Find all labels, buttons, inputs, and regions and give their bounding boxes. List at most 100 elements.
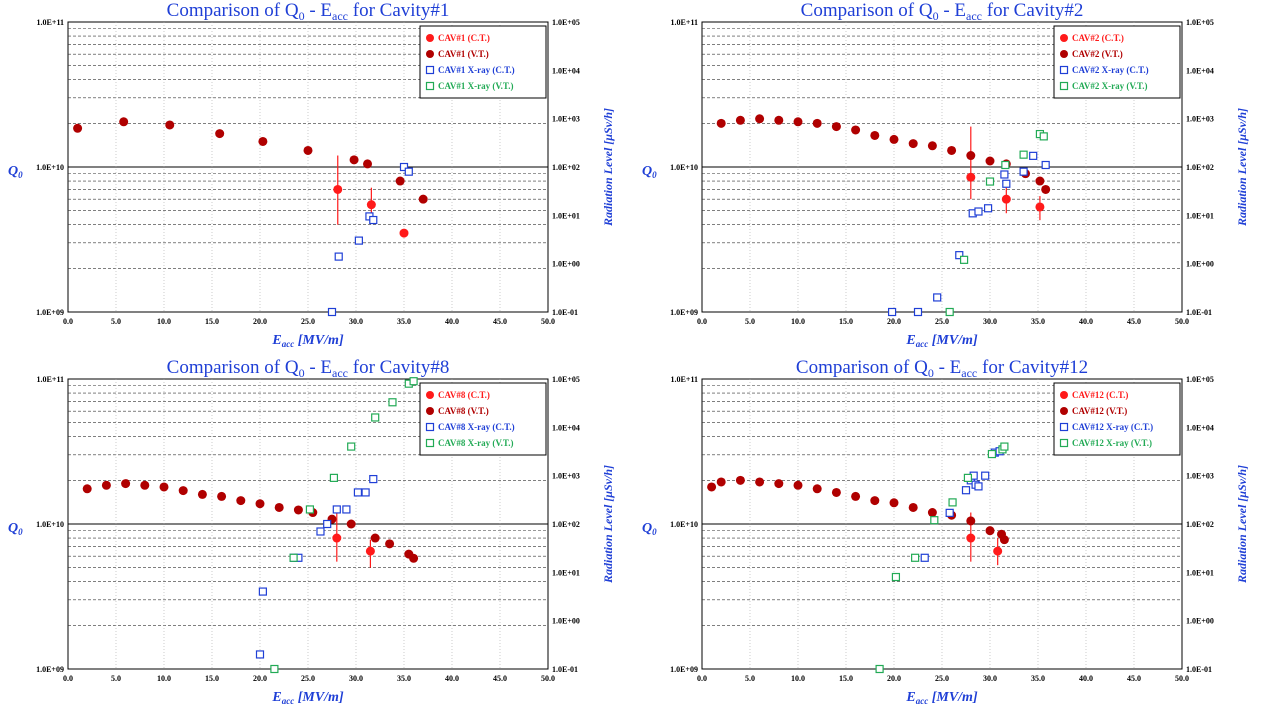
series-1-point: [215, 129, 225, 139]
x-tick-label: 25.0: [935, 674, 949, 683]
series-1-point: [889, 134, 899, 144]
legend-marker: [1060, 50, 1068, 58]
series-1-point: [966, 516, 976, 526]
series-3-point: [959, 255, 969, 264]
series-1-point: [851, 125, 861, 135]
y2-tick-label: 1.0E+03: [1186, 472, 1214, 481]
legend-label: CAV#2 X-ray (C.T.): [1072, 65, 1149, 75]
x-tick-label: 35.0: [397, 674, 411, 683]
series-2-point: [974, 482, 983, 491]
x-tick-label: 25.0: [935, 317, 949, 326]
x-tick-label: 15.0: [205, 674, 219, 683]
series-3-point: [963, 473, 973, 482]
series-1-point: [236, 496, 246, 506]
x-tick-label: 0.0: [697, 317, 707, 326]
x-tick-label: 45.0: [493, 317, 507, 326]
series-1-point: [716, 477, 726, 487]
series-2-point: [983, 204, 993, 213]
legend-box: [419, 25, 547, 99]
legend-marker: [425, 81, 435, 91]
series-0-point: [993, 546, 1003, 556]
y2-axis-label: Radiation Level [μSv/h]: [601, 108, 615, 227]
series-1-point: [165, 120, 175, 130]
y-tick-label: 1.0E+11: [671, 375, 698, 384]
series-2-point: [1029, 151, 1038, 160]
series-0-point: [966, 172, 976, 182]
x-tick-label: 35.0: [397, 317, 411, 326]
series-2-point: [354, 236, 363, 245]
x-tick-label: 10.0: [791, 674, 805, 683]
x-tick-label: 15.0: [839, 674, 853, 683]
legend-marker: [425, 65, 435, 75]
chart-title: Comparison of Q0 - Eacc for Cavity#8: [167, 357, 450, 380]
series-1-point: [1035, 176, 1045, 186]
series-1-point: [409, 553, 419, 563]
chart-panel-cavity-12: Comparison of Q0 - Eacc for Cavity#12 0.0…: [634, 357, 1268, 714]
series-0-point: [332, 533, 342, 543]
y-tick-label: 1.0E+10: [36, 163, 64, 172]
series-1-point: [1041, 184, 1051, 194]
series-1-point: [735, 475, 745, 485]
x-tick-label: 50.0: [1175, 317, 1189, 326]
series-1-point: [303, 145, 313, 155]
x-tick-label: 0.0: [697, 674, 707, 683]
series-2-point: [327, 307, 337, 317]
legend-box: [419, 382, 547, 456]
series-1-point: [908, 139, 918, 149]
series-0-point: [399, 228, 409, 238]
series-2-point: [361, 488, 370, 497]
chart-title: Comparison of Q0 - Eacc for Cavity#1: [167, 0, 450, 23]
y-tick-label: 1.0E+11: [37, 18, 64, 27]
x-tick-label: 20.0: [253, 317, 267, 326]
series-1-point: [121, 479, 131, 489]
y-axis-label: Q0: [8, 521, 23, 537]
series-1-point: [947, 145, 957, 155]
x-tick-label: 5.0: [111, 674, 121, 683]
series-2-point: [353, 488, 363, 497]
x-axis-label: Eacc [MV/m]: [905, 333, 978, 349]
legend-marker: [1060, 34, 1068, 42]
x-tick-label: 50.0: [1175, 674, 1189, 683]
series-1-point: [985, 526, 995, 536]
x-axis-label: Eacc [MV/m]: [271, 333, 344, 349]
series-1-point: [755, 114, 765, 124]
series-1-point: [774, 115, 784, 125]
y2-tick-label: 1.0E+01: [552, 211, 580, 220]
legend-label: CAV#1 X-ray (V.T.): [438, 81, 514, 91]
series-1-point: [293, 505, 303, 515]
x-tick-label: 0.0: [63, 674, 73, 683]
series-1-point: [927, 141, 937, 151]
y2-tick-label: 1.0E+04: [552, 423, 580, 432]
x-tick-label: 25.0: [301, 674, 315, 683]
y2-tick-label: 1.0E+02: [552, 163, 580, 172]
series-1-point: [793, 480, 803, 490]
series-1-point: [889, 498, 899, 508]
series-3-point: [948, 498, 957, 507]
series-1-point: [385, 539, 395, 549]
y2-tick-label: 1.0E+01: [1186, 211, 1214, 220]
series-2-point: [342, 505, 351, 514]
series-3-point: [1001, 160, 1010, 170]
series-1-point: [735, 115, 745, 125]
chart-svg: Comparison of Q0 - Eacc for Cavity#1 0.0 5…: [8, 0, 615, 349]
series-2-point: [913, 307, 923, 317]
legend-label: CAV#12 (V.T.): [1072, 406, 1127, 416]
legend-label: CAV#1 X-ray (C.T.): [438, 65, 515, 75]
legend-label: CAV#8 X-ray (V.T.): [438, 438, 514, 448]
series-1-point: [159, 482, 169, 492]
series-3-point: [1019, 150, 1028, 159]
series-3-point: [388, 398, 397, 407]
series-1-point: [812, 118, 822, 128]
series-2-point: [1041, 160, 1050, 170]
series-3-point: [1000, 442, 1009, 451]
data-marks: [82, 377, 419, 674]
y-tick-label: 1.0E+10: [670, 163, 698, 172]
x-tick-label: 35.0: [1031, 674, 1045, 683]
series-3-point: [270, 664, 279, 674]
y-axis-label: Q0: [642, 164, 657, 180]
legend-label: CAV#2 (C.T.): [1072, 33, 1124, 43]
y2-tick-label: 1.0E+00: [1186, 260, 1214, 269]
x-tick-label: 30.0: [983, 674, 997, 683]
series-2-point: [316, 527, 325, 536]
legend-marker: [1059, 438, 1069, 448]
